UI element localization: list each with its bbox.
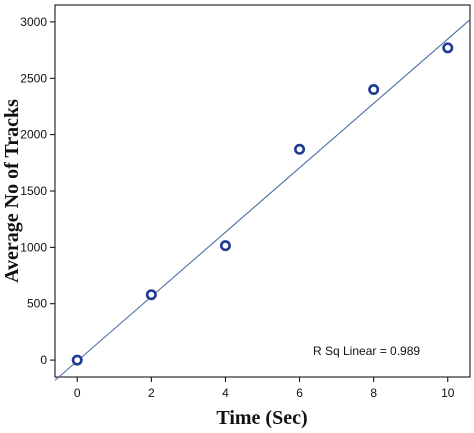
data-point <box>294 143 306 155</box>
y-tick-label: 2500 <box>20 71 47 85</box>
y-tick-label: 2000 <box>20 128 47 142</box>
fit-line-group <box>54 19 471 381</box>
data-point <box>219 240 231 252</box>
x-tick-label: 2 <box>148 386 155 400</box>
fit-line <box>54 19 471 381</box>
x-axis-title: Time (Sec) <box>216 407 307 429</box>
r-squared-annotation: R Sq Linear = 0.989 <box>313 344 420 358</box>
data-points <box>71 42 454 366</box>
data-point <box>442 42 454 54</box>
data-point <box>71 354 83 366</box>
x-tick-label: 8 <box>370 386 377 400</box>
y-tick-label: 1000 <box>20 240 47 254</box>
y-tick-label: 0 <box>40 353 47 367</box>
data-point <box>368 84 380 96</box>
y-axis-title: Average No of Tracks <box>1 99 23 283</box>
x-axis: 0 2 4 6 8 10 <box>74 377 455 400</box>
x-tick-label: 10 <box>441 386 455 400</box>
y-tick-label: 3000 <box>20 15 47 29</box>
x-tick-label: 0 <box>74 386 81 400</box>
x-tick-label: 4 <box>222 386 229 400</box>
plot-frame <box>54 4 471 378</box>
y-tick-label: 500 <box>27 297 47 311</box>
y-tick-label: 1500 <box>20 184 47 198</box>
data-point <box>145 289 157 301</box>
x-tick-label: 6 <box>296 386 303 400</box>
y-axis: 0 500 1000 1500 2000 2500 3000 <box>20 15 55 367</box>
